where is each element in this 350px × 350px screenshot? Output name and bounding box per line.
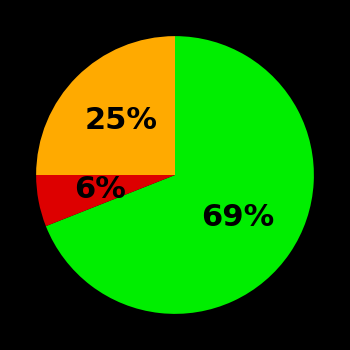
Text: 6%: 6% — [74, 175, 126, 204]
Text: 69%: 69% — [202, 203, 275, 232]
Wedge shape — [36, 36, 175, 175]
Wedge shape — [36, 175, 175, 226]
Text: 25%: 25% — [84, 106, 158, 135]
Wedge shape — [46, 36, 314, 314]
